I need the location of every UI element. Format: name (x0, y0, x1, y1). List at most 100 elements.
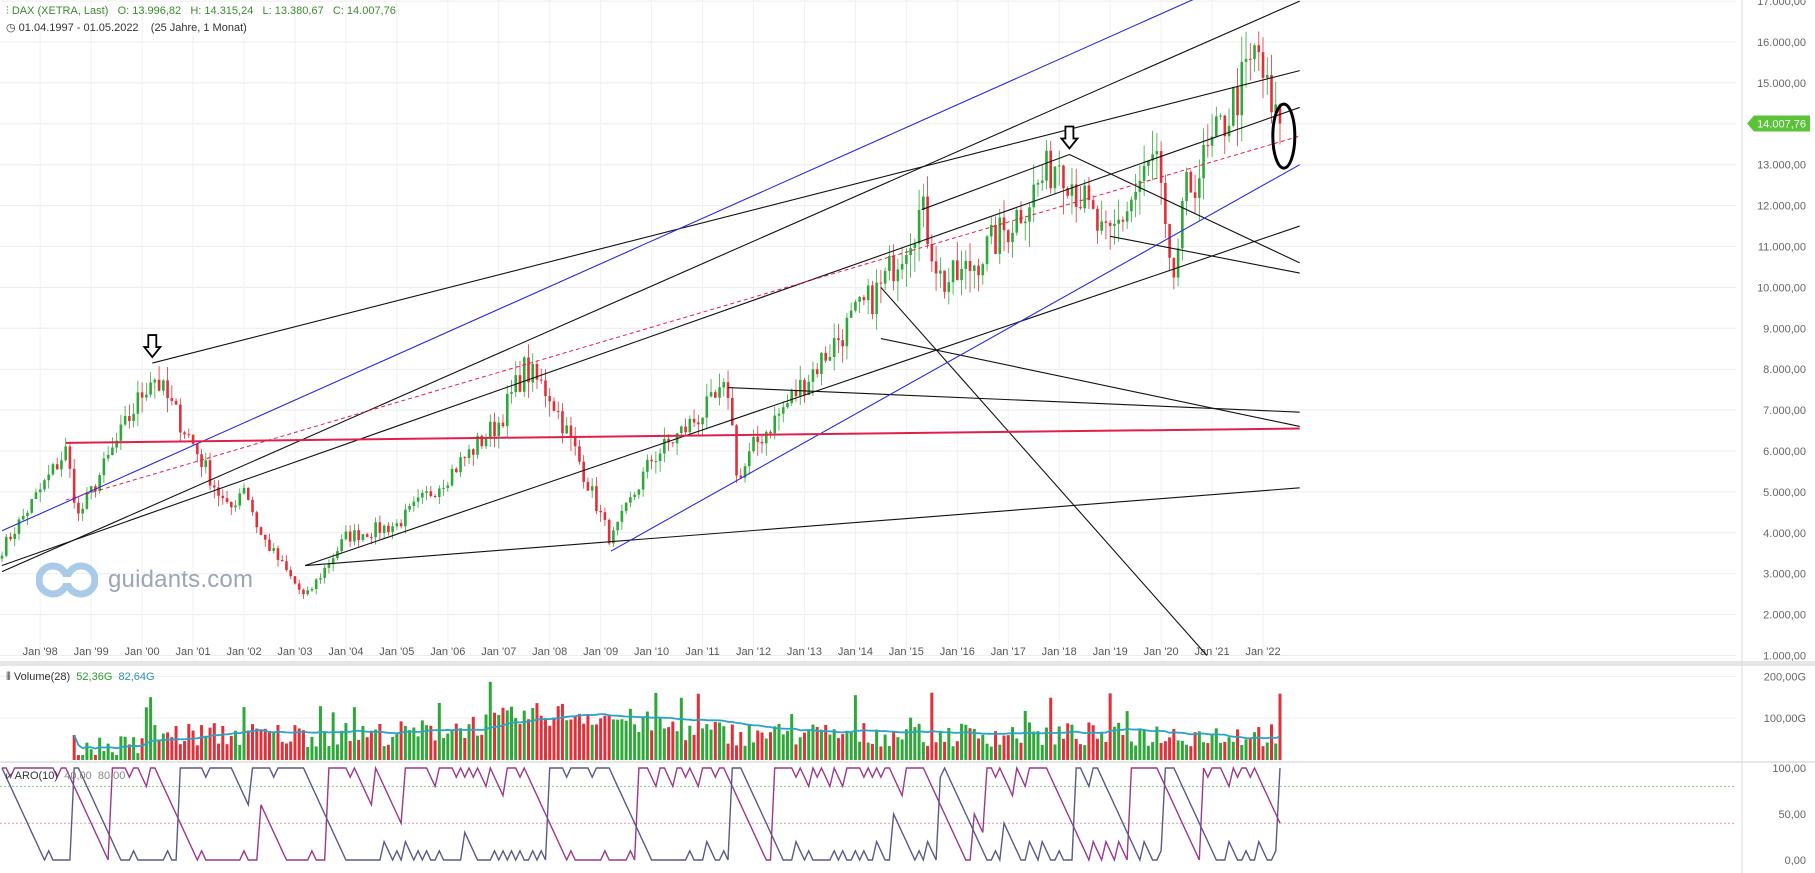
candle[interactable] (60, 451, 63, 477)
down-arrow-2000[interactable] (142, 334, 163, 359)
candle[interactable] (77, 497, 80, 522)
candle[interactable] (832, 323, 836, 371)
candle[interactable] (1244, 31, 1248, 88)
candle[interactable] (212, 479, 216, 499)
candle[interactable] (72, 459, 76, 509)
candle[interactable] (459, 452, 462, 477)
candle[interactable] (255, 510, 259, 534)
candle[interactable] (943, 270, 946, 299)
candle[interactable] (493, 412, 496, 448)
candle[interactable] (1121, 216, 1125, 232)
candle[interactable] (556, 401, 560, 420)
candle[interactable] (119, 414, 123, 450)
candle[interactable] (1036, 179, 1040, 197)
candle[interactable] (527, 344, 530, 398)
candle[interactable] (1096, 205, 1099, 244)
candle[interactable] (238, 488, 242, 510)
candle[interactable] (714, 389, 717, 399)
candle[interactable] (94, 484, 97, 498)
candle[interactable] (111, 437, 114, 456)
candle[interactable] (909, 233, 912, 278)
candle[interactable] (467, 444, 471, 465)
candle[interactable] (344, 525, 348, 541)
candle[interactable] (421, 489, 424, 505)
candle[interactable] (501, 414, 505, 428)
candle[interactable] (132, 403, 135, 428)
candle[interactable] (1083, 179, 1086, 213)
candle[interactable] (1108, 220, 1112, 250)
candle[interactable] (654, 451, 658, 474)
current-price-tag[interactable]: 14.007,76 (1747, 115, 1810, 132)
candle[interactable] (463, 456, 467, 467)
candle[interactable] (9, 532, 12, 542)
candle[interactable] (336, 546, 339, 561)
candle[interactable] (17, 516, 21, 540)
candle[interactable] (1185, 167, 1188, 216)
candle[interactable] (994, 216, 997, 255)
candle[interactable] (998, 208, 1002, 265)
candle[interactable] (548, 388, 552, 417)
candle[interactable] (1270, 54, 1273, 124)
candle[interactable] (1062, 164, 1065, 215)
candle[interactable] (968, 243, 972, 293)
candle[interactable] (246, 487, 250, 501)
candle[interactable] (858, 295, 861, 314)
candle[interactable] (871, 280, 874, 320)
candle[interactable] (68, 442, 72, 478)
candle[interactable] (157, 366, 161, 392)
candle[interactable] (293, 576, 297, 585)
candle[interactable] (1227, 108, 1231, 143)
candle[interactable] (790, 388, 794, 407)
candle[interactable] (989, 217, 993, 245)
candle[interactable] (327, 559, 331, 574)
trendline-blue-lower[interactable] (610, 164, 1300, 552)
trendline-resistance[interactable] (152, 70, 1300, 364)
candle[interactable] (837, 323, 840, 354)
candle[interactable] (34, 488, 38, 500)
candle[interactable] (692, 409, 696, 428)
candle[interactable] (1130, 196, 1133, 223)
aroon-axis[interactable]: 0,00 50,00 100,00 (1772, 763, 1806, 867)
candle[interactable] (323, 564, 326, 584)
trendline-red-horizontal[interactable] (65, 427, 1300, 444)
candle[interactable] (951, 259, 955, 295)
candle[interactable] (153, 377, 157, 399)
candle[interactable] (123, 405, 127, 427)
candle[interactable] (701, 417, 704, 437)
candles[interactable] (0, 31, 1282, 599)
candle[interactable] (646, 454, 649, 479)
symbol-name[interactable]: DAX (XETRA, Last) (11, 5, 109, 17)
candle[interactable] (650, 455, 653, 470)
candle[interactable] (582, 455, 585, 489)
candle[interactable] (1248, 42, 1252, 81)
candle[interactable] (590, 478, 594, 499)
candle[interactable] (671, 441, 675, 448)
candle[interactable] (709, 379, 713, 398)
candle[interactable] (747, 442, 751, 475)
indicator-icon[interactable]: ⦀ (6, 671, 11, 683)
candle[interactable] (1240, 36, 1244, 142)
trendline-2018-decline[interactable] (1069, 153, 1300, 264)
candle[interactable] (140, 382, 144, 413)
candle[interactable] (225, 490, 229, 504)
candle[interactable] (743, 463, 747, 483)
candle[interactable] (408, 503, 411, 513)
candle[interactable] (531, 353, 535, 392)
candle[interactable] (302, 588, 305, 599)
trendline-blue-upper[interactable] (1, 0, 1300, 532)
candle[interactable] (824, 346, 827, 364)
candle[interactable] (455, 467, 458, 473)
candle[interactable] (633, 491, 636, 501)
candle[interactable] (879, 269, 883, 304)
candle[interactable] (960, 250, 963, 296)
candle[interactable] (637, 488, 641, 499)
candle[interactable] (395, 519, 399, 530)
date-range[interactable]: 01.04.1997 - 01.05.2022 (18, 22, 139, 34)
candle[interactable] (1198, 159, 1201, 222)
candle[interactable] (1079, 186, 1082, 210)
candle[interactable] (1236, 67, 1239, 147)
down-arrow-2018[interactable] (1059, 125, 1080, 150)
candle[interactable] (102, 451, 106, 483)
candle[interactable] (934, 246, 938, 291)
candle[interactable] (374, 517, 377, 545)
